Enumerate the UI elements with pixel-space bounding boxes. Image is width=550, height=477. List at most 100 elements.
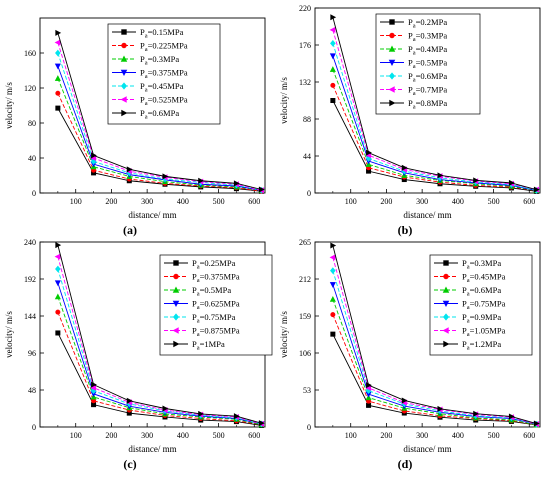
data-point	[54, 39, 61, 46]
x-tick-label: 400	[177, 197, 189, 206]
series-7	[55, 242, 265, 427]
legend-label-value: =0.4MPa	[416, 44, 448, 54]
legend-label-sub: a	[467, 318, 470, 325]
y-tick-label: 0	[307, 423, 311, 432]
x-tick-label: 300	[416, 431, 428, 440]
series-7	[55, 29, 265, 193]
data-point	[162, 405, 169, 412]
legend-label: Pa=0.3MPa	[140, 54, 179, 67]
legend-label-prefix: P	[140, 27, 145, 37]
legend-label-value: =0.45MPa	[470, 272, 506, 282]
y-axis-label: velocity/ m/s	[4, 311, 14, 358]
data-point	[366, 382, 372, 389]
legend-label: Pa=0.6MPa	[408, 71, 447, 84]
legend: Pa=0.25MPaPa=0.375MPaPa=0.5MPaPa=0.625MP…	[159, 254, 273, 356]
legend-label-sub: a	[413, 77, 416, 84]
panel-label: (c)	[123, 457, 136, 471]
legend-marker	[120, 69, 128, 77]
legend-label-prefix: P	[462, 299, 467, 309]
legend-label: Pa=0.2MPa	[408, 17, 447, 30]
x-tick-label: 100	[345, 431, 357, 440]
legend-label-value: =0.25MPa	[200, 258, 236, 268]
legend-label-prefix: P	[462, 312, 467, 322]
y-tick-label: 44	[303, 152, 311, 161]
y-tick-label: 240	[24, 238, 36, 247]
legend-marker	[121, 109, 128, 117]
legend-label-sub: a	[145, 73, 148, 80]
legend-box	[159, 254, 273, 356]
legend-label-prefix: P	[408, 71, 413, 81]
x-axis-label: distance/ mm	[128, 444, 176, 454]
legend-label: Pa=0.6MPa	[462, 285, 501, 298]
legend-label-prefix: P	[192, 339, 197, 349]
legend-marker	[120, 82, 128, 90]
x-axis-label: distance/ mm	[403, 444, 451, 454]
data-point	[258, 186, 265, 193]
legend-label-value: =1.2MPa	[470, 339, 502, 349]
legend-label-sub: a	[145, 100, 148, 107]
legend-marker	[173, 273, 179, 280]
y-axis-label: velocity/ m/s	[279, 311, 289, 358]
data-point	[330, 312, 336, 318]
legend-label-value: =0.3MPa	[470, 258, 502, 268]
legend-label-value: =0.2MPa	[416, 17, 448, 27]
legend-label: Pa=0.8MPa	[408, 98, 447, 111]
legend-label-sub: a	[197, 291, 200, 298]
data-point	[366, 402, 372, 408]
legend-label-prefix: P	[462, 285, 467, 295]
data-point	[330, 267, 336, 274]
legend-label-value: =0.6MPa	[470, 285, 502, 295]
legend-label-prefix: P	[192, 272, 197, 282]
legend-label-prefix: P	[462, 272, 467, 282]
legend-label: Pa=1MPa	[192, 339, 225, 352]
y-axis-label: velocity/ m/s	[279, 77, 289, 124]
y-tick-label: 48	[28, 386, 36, 395]
legend-marker	[442, 327, 449, 334]
legend-marker	[443, 273, 449, 280]
data-point	[55, 49, 61, 57]
y-tick-label: 0	[32, 189, 36, 198]
legend-marker	[389, 99, 396, 107]
legend-label-sub: a	[145, 87, 148, 94]
chart-panel-2: 100 200 300 400 500 600 0 44 88 132 176 220 distance…	[279, 4, 541, 237]
legend-label: Pa=1.05MPa	[462, 326, 506, 339]
legend-label: Pa=0.625MPa	[192, 299, 240, 312]
legend-label-value: =0.6MPa	[148, 108, 180, 118]
data-point	[329, 66, 336, 72]
data-point	[91, 152, 97, 159]
legend-marker	[120, 96, 127, 103]
legend-label: Pa=0.875MPa	[192, 326, 240, 339]
legend-label-prefix: P	[140, 41, 145, 51]
legend-label-sub: a	[413, 23, 416, 30]
legend-label: Pa=0.5MPa	[192, 285, 231, 298]
legend-box	[375, 13, 481, 115]
data-point	[330, 98, 336, 104]
legend-label-value: =0.5MPa	[416, 58, 448, 68]
legend-label-value: =0.75MPa	[470, 299, 506, 309]
legend-label-sub: a	[197, 304, 200, 311]
data-point	[330, 242, 337, 249]
legend-label-prefix: P	[408, 58, 413, 68]
x-tick-label: 600	[523, 431, 535, 440]
data-point	[126, 397, 133, 404]
data-point	[508, 179, 515, 186]
y-tick-label: 192	[24, 275, 36, 284]
data-point	[233, 180, 240, 187]
panel-label: (b)	[398, 223, 413, 237]
legend-label-sub: a	[467, 331, 470, 338]
legend-label: Pa=0.3MPa	[462, 258, 501, 271]
y-tick-label: 220	[299, 4, 311, 13]
x-tick-label: 400	[452, 431, 464, 440]
legend-marker	[442, 313, 450, 321]
legend-marker	[120, 55, 128, 62]
legend-marker	[172, 286, 180, 293]
legend-marker	[442, 300, 450, 308]
legend-label-value: =0.375MPa	[148, 68, 188, 78]
legend-marker	[443, 260, 449, 266]
legend-label-prefix: P	[462, 326, 467, 336]
data-point	[401, 164, 408, 171]
legend-label: Pa=0.525MPa	[140, 95, 188, 108]
y-tick-label: 160	[24, 49, 36, 58]
data-point	[330, 39, 336, 47]
legend-label-prefix: P	[140, 108, 145, 118]
